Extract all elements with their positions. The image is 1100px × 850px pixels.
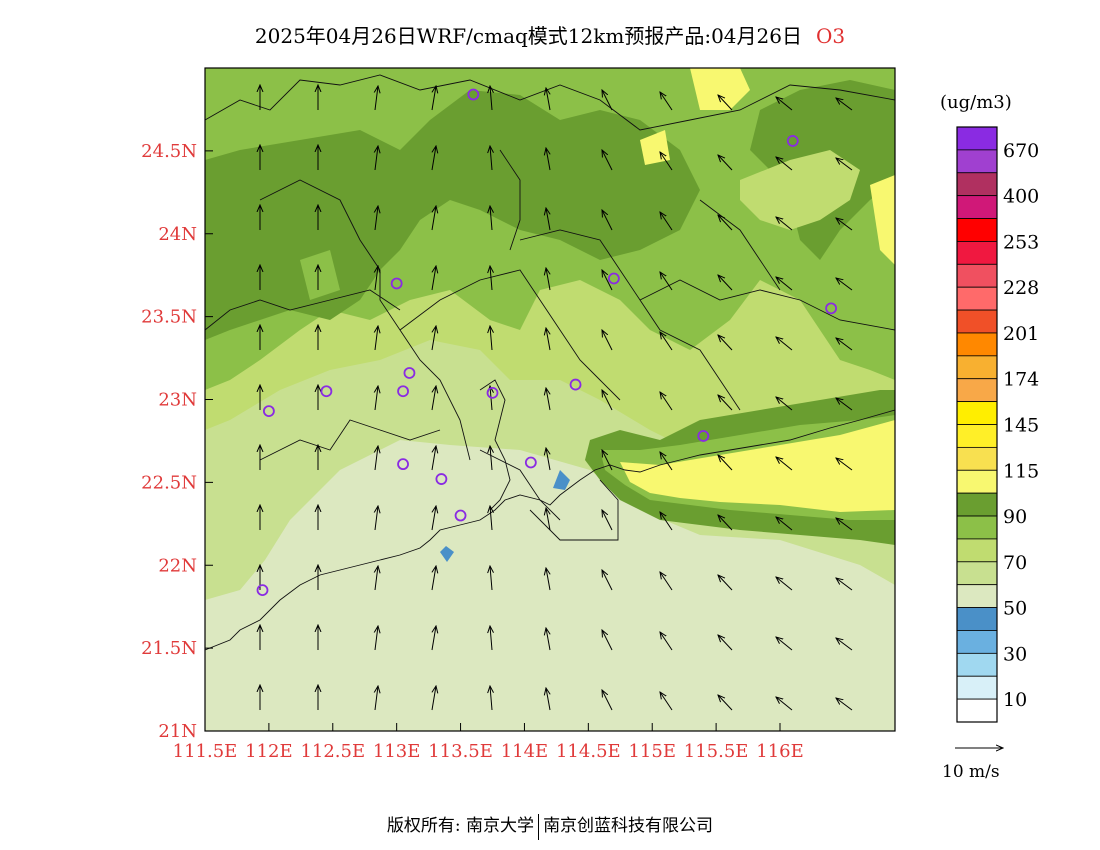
x-tick-label: 113.5E: [428, 741, 493, 762]
colorbar-label: 253: [1003, 231, 1039, 253]
colorbar-swatch: [956, 355, 998, 380]
y-tick-label: 23.5N: [141, 307, 197, 328]
colorbar-swatch: [956, 149, 998, 174]
station-marker: [569, 378, 582, 391]
y-tick-label: 21.5N: [141, 638, 197, 659]
colorbar-label: 228: [1003, 277, 1039, 299]
colorbar-swatch: [956, 172, 998, 197]
y-tick-label: 21N: [158, 721, 197, 742]
colorbar-swatch: [956, 675, 998, 700]
colorbar-swatch: [956, 241, 998, 265]
unit-label: (ug/m3): [940, 92, 1012, 113]
station-marker: [397, 385, 409, 398]
colorbar-label: 145: [1003, 415, 1039, 437]
colorbar-swatch: [956, 630, 998, 654]
x-tick-label: 114.5E: [556, 741, 621, 762]
colorbar-swatch: [956, 424, 998, 448]
y-tick-label: 22N: [158, 555, 197, 576]
station-marker: [697, 430, 710, 442]
colorbar-swatch: [956, 286, 998, 311]
colorbar-label: 30: [1003, 643, 1027, 665]
copyright-footer: 版权所有: 南京大学 南京创蓝科技有限公司: [0, 811, 1100, 840]
colorbar-swatch: [956, 378, 998, 403]
x-tick-label: 111.5E: [173, 741, 238, 762]
station-marker: [256, 584, 269, 597]
y-tick-label: 23N: [158, 390, 197, 411]
y-axis: 21N 21.5N 22N 22.5N 23N 23.5N 24N 24.5N: [141, 141, 213, 742]
colorbar-label: 70: [1003, 552, 1027, 574]
station-marker: [524, 456, 537, 469]
x-tick-label: 115.5E: [684, 741, 749, 762]
station-marker: [486, 386, 499, 399]
station-marker: [397, 458, 409, 471]
colorbar-swatch: [956, 492, 998, 517]
title-text: 2025年04月26日WRF/cmaq模式12km预报产品:04月26日: [254, 24, 802, 48]
station-marker: [786, 135, 799, 147]
colorbar-swatch: [956, 446, 998, 471]
wind-reference-label: 10 m/s: [942, 762, 1000, 782]
colorbar-swatch: [956, 309, 998, 334]
x-tick-label: 114E: [501, 741, 549, 762]
colorbar-swatch: [956, 607, 998, 631]
admin-boundaries: [205, 74, 895, 651]
copyright-right: 南京创蓝科技有限公司: [543, 816, 714, 836]
y-tick-label: 24N: [158, 224, 197, 245]
colorbar-label: 201: [1003, 323, 1039, 345]
colorbar-frame: [956, 126, 998, 723]
colorbar-label: 90: [1003, 506, 1027, 528]
colorbar-label: 50: [1003, 598, 1027, 620]
copyright-separator: [538, 813, 540, 840]
colorbar: 670 400 253 228 201 174 145 115 90 70 50 30 10: [956, 126, 1039, 723]
colorbar-swatch: [956, 195, 998, 219]
colorbar-swatch: [956, 698, 998, 723]
station-marker: [390, 277, 403, 290]
colorbar-swatch: [956, 584, 998, 608]
colorbar-swatch: [956, 652, 998, 677]
x-tick-label: 112E: [245, 741, 293, 762]
x-tick-label: 116E: [756, 741, 804, 762]
colorbar-label: 10: [1003, 689, 1027, 711]
station-marker: [607, 272, 620, 285]
wind-vectors: [260, 85, 852, 710]
colorbar-swatch: [956, 263, 998, 288]
chart-title: 2025年04月26日WRF/cmaq模式12km预报产品:04月26日 O3: [0, 20, 1100, 49]
station-marker: [262, 405, 275, 418]
y-tick-label: 24.5N: [141, 141, 197, 162]
colorbar-label: 670: [1003, 140, 1039, 162]
colorbar-swatch: [956, 218, 998, 242]
y-tick-label: 22.5N: [141, 472, 197, 493]
station-marker: [320, 385, 333, 398]
x-tick-label: 113E: [373, 741, 421, 762]
x-axis: 111.5E 112E 112.5E 113E 113.5E 114E 114.5E 115E…: [173, 723, 804, 762]
colorbar-swatch: [956, 538, 998, 563]
colorbar-swatch: [956, 401, 998, 425]
colorbar-swatch: [956, 561, 998, 586]
colorbar-label: 115: [1003, 460, 1039, 482]
x-tick-label: 112.5E: [300, 741, 365, 762]
colorbar-swatch: [956, 332, 998, 357]
colorbar-swatch: [956, 515, 998, 540]
station-marker: [467, 88, 480, 101]
copyright-left: 版权所有: 南京大学: [386, 816, 535, 836]
station-marker: [403, 367, 416, 379]
station-marker: [825, 302, 838, 315]
colorbar-swatch: [956, 126, 998, 151]
station-marker: [435, 473, 448, 485]
species-label: O3: [815, 24, 846, 48]
station-marker: [454, 509, 467, 522]
colorbar-label: 174: [1003, 369, 1039, 391]
monitoring-stations: [256, 88, 838, 597]
colorbar-swatch: [956, 469, 998, 494]
x-tick-label: 115E: [628, 741, 676, 762]
colorbar-label: 400: [1003, 186, 1039, 208]
